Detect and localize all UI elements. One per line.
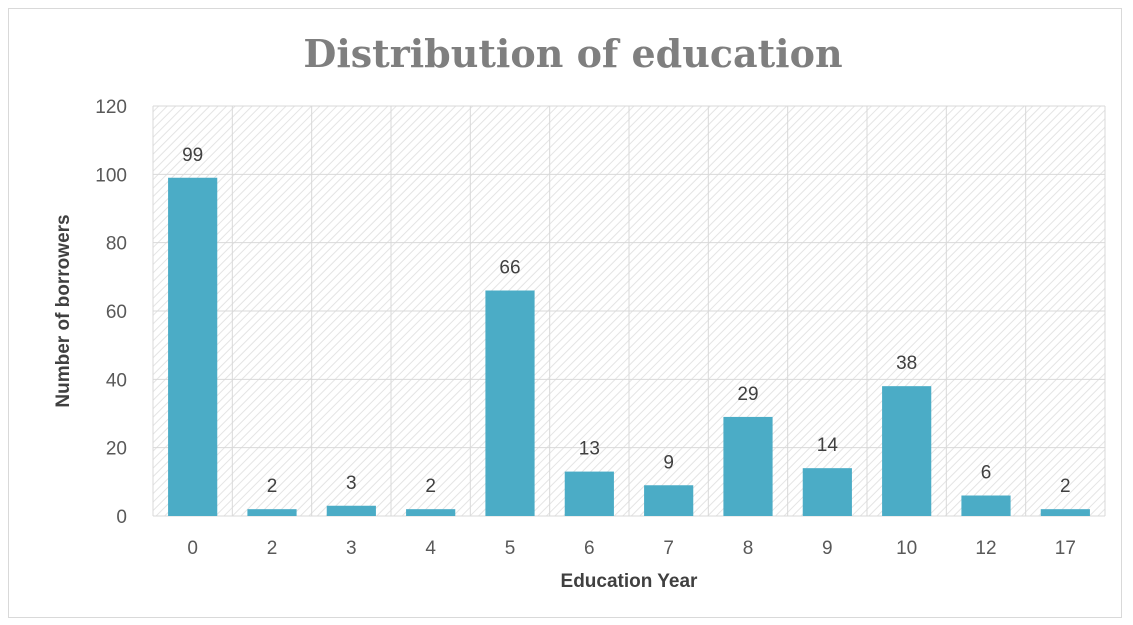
x-tick-label: 2 — [267, 538, 278, 559]
data-label-4: 2 — [425, 476, 436, 497]
bar-3 — [326, 505, 376, 516]
data-label-5: 66 — [499, 258, 520, 279]
x-tick-label: 4 — [425, 538, 436, 559]
data-label-12: 6 — [981, 463, 992, 484]
y-tick-label: 120 — [95, 97, 127, 118]
data-label-8: 29 — [737, 384, 758, 405]
bar-12 — [961, 495, 1011, 516]
y-tick-label: 80 — [106, 234, 127, 255]
grid-lines — [152, 105, 1106, 517]
x-tick-label: 8 — [743, 538, 754, 559]
x-axis-title: Education Year — [561, 571, 699, 592]
y-tick-label: 20 — [106, 439, 127, 460]
data-label-0: 99 — [182, 145, 203, 166]
chart-frame: Distribution of education 99 2 3 2 66 13 9 29 14… — [8, 8, 1122, 618]
bar-4 — [406, 509, 456, 516]
y-axis-title: Number of borrowers — [53, 214, 74, 407]
y-axis-ticks: 0 20 40 60 80 100 120 — [95, 97, 127, 528]
bar-17 — [1040, 509, 1090, 516]
bar-8 — [723, 416, 773, 516]
x-tick-label: 3 — [346, 538, 357, 559]
x-tick-label: 7 — [663, 538, 674, 559]
y-tick-label: 60 — [106, 302, 127, 323]
data-label-2: 2 — [267, 476, 278, 497]
bars — [168, 177, 1090, 516]
y-tick-label: 0 — [116, 507, 127, 528]
data-label-7: 9 — [663, 452, 674, 473]
data-label-10: 38 — [896, 353, 917, 374]
bar-6 — [564, 471, 614, 516]
x-tick-label: 5 — [505, 538, 516, 559]
bar-9 — [802, 468, 852, 516]
x-tick-label: 12 — [975, 538, 996, 559]
bar-5 — [485, 290, 535, 516]
x-axis-ticks: 0 2 3 4 5 6 7 8 9 10 12 17 — [187, 538, 1076, 559]
bar-2 — [247, 509, 297, 516]
data-label-9: 14 — [817, 435, 839, 456]
x-tick-label: 0 — [187, 538, 198, 559]
bar-0 — [168, 177, 218, 516]
data-label-17: 2 — [1060, 476, 1071, 497]
chart-title: Distribution of education — [303, 31, 842, 76]
y-tick-label: 40 — [106, 370, 127, 391]
x-tick-label: 10 — [896, 538, 917, 559]
bar-7 — [644, 485, 694, 516]
x-tick-label: 9 — [822, 538, 833, 559]
x-tick-label: 6 — [584, 538, 595, 559]
x-tick-label: 17 — [1055, 538, 1076, 559]
y-tick-label: 100 — [95, 165, 127, 186]
data-label-3: 3 — [346, 473, 357, 494]
bar-chart: Distribution of education 992 3 2661392914… — [53, 31, 1106, 592]
data-label-6: 13 — [579, 439, 600, 460]
bar-10 — [882, 386, 932, 516]
